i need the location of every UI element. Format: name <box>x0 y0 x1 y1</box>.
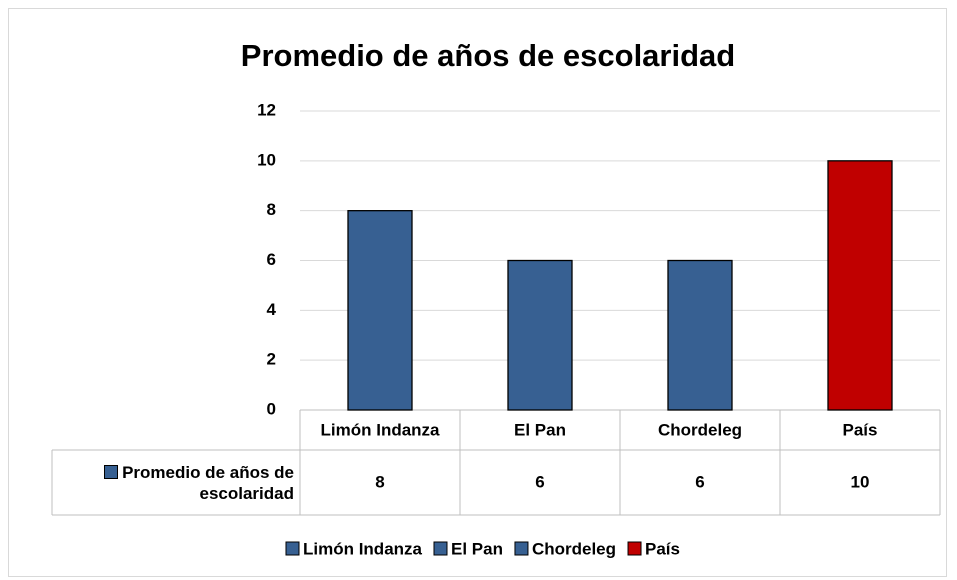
y-tick-label: 10 <box>257 150 276 169</box>
legend-key <box>627 541 642 556</box>
x-tick-label: País <box>843 420 878 439</box>
legend-key <box>104 465 119 479</box>
legend-key <box>433 541 448 556</box>
y-tick-label: 2 <box>267 350 276 369</box>
legend-label: País <box>645 539 680 558</box>
y-tick-label: 0 <box>267 399 276 418</box>
legend-label: Limón Indanza <box>303 539 423 558</box>
y-tick-label: 6 <box>267 250 276 269</box>
bar <box>507 259 573 411</box>
table-value: 10 <box>851 472 870 491</box>
table-value: 6 <box>535 472 544 491</box>
x-tick-label: Chordeleg <box>658 420 742 439</box>
y-tick-label: 8 <box>267 200 276 219</box>
chart-title: Promedio de años de escolaridad <box>241 38 735 73</box>
series-name: Promedio de años de escolaridad <box>122 463 294 503</box>
table-value: 6 <box>695 472 704 491</box>
chart-border <box>8 8 947 577</box>
legend-label: El Pan <box>451 539 503 558</box>
x-tick-label: El Pan <box>514 420 566 439</box>
series-name-cell: Promedio de años de escolaridad <box>60 455 294 511</box>
y-tick-label: 4 <box>267 300 277 319</box>
legend-label: Chordeleg <box>532 539 616 558</box>
bar <box>827 160 893 411</box>
legend-key <box>285 541 300 556</box>
table-value: 8 <box>375 472 384 491</box>
bar <box>347 210 413 411</box>
y-tick-label: 12 <box>257 100 276 119</box>
legend-key <box>514 541 529 556</box>
bar <box>667 259 733 411</box>
x-tick-label: Limón Indanza <box>321 420 441 439</box>
